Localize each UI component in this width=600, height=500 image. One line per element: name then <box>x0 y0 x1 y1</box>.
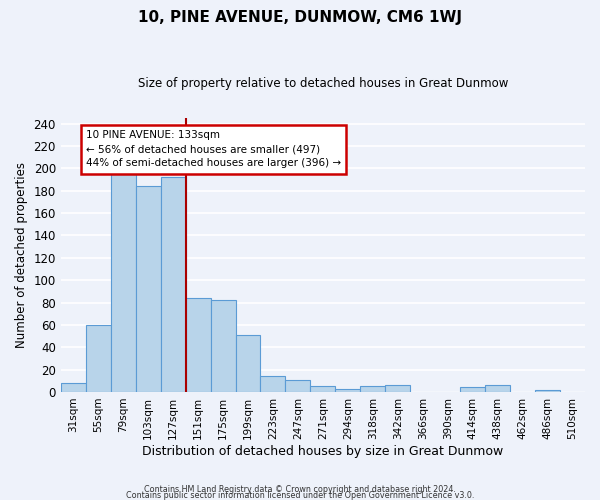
Bar <box>485 386 510 392</box>
Bar <box>161 178 185 392</box>
Bar <box>460 388 485 392</box>
Bar <box>535 390 560 392</box>
Text: Contains HM Land Registry data © Crown copyright and database right 2024.: Contains HM Land Registry data © Crown c… <box>144 484 456 494</box>
Bar <box>86 325 111 392</box>
Bar <box>310 386 335 392</box>
Bar <box>260 376 286 392</box>
Text: Contains public sector information licensed under the Open Government Licence v3: Contains public sector information licen… <box>126 490 474 500</box>
Bar <box>136 186 161 392</box>
Bar <box>335 388 361 392</box>
Text: 10, PINE AVENUE, DUNMOW, CM6 1WJ: 10, PINE AVENUE, DUNMOW, CM6 1WJ <box>138 10 462 25</box>
Bar <box>111 168 136 392</box>
Bar <box>211 300 236 392</box>
Bar <box>185 298 211 392</box>
X-axis label: Distribution of detached houses by size in Great Dunmow: Distribution of detached houses by size … <box>142 444 503 458</box>
Bar <box>361 386 385 392</box>
Bar <box>236 335 260 392</box>
Y-axis label: Number of detached properties: Number of detached properties <box>15 162 28 348</box>
Bar <box>286 380 310 392</box>
Title: Size of property relative to detached houses in Great Dunmow: Size of property relative to detached ho… <box>138 78 508 90</box>
Bar <box>61 383 86 392</box>
Bar <box>385 386 410 392</box>
Text: 10 PINE AVENUE: 133sqm
← 56% of detached houses are smaller (497)
44% of semi-de: 10 PINE AVENUE: 133sqm ← 56% of detached… <box>86 130 341 168</box>
